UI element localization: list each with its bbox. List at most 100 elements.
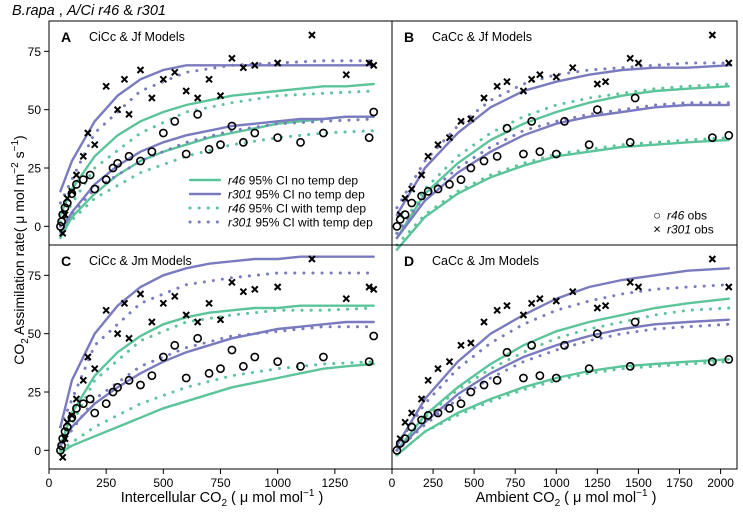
obs-point-r46 bbox=[216, 140, 225, 150]
obs-point-r46 bbox=[479, 380, 489, 390]
obs-point-r301 bbox=[205, 299, 213, 308]
figure-title: B.rapa , A/Ci r46 & r301 bbox=[12, 3, 166, 19]
panel-B: B CaCc & Jf Models bbox=[391, 20, 738, 251]
x-tick-label: 2000 bbox=[707, 476, 734, 490]
obs-point-r301 bbox=[68, 411, 76, 420]
x-tick-label: 1000 bbox=[543, 476, 570, 490]
obs-point-r46 bbox=[216, 364, 225, 374]
obs-point-r46 bbox=[158, 352, 168, 362]
obs-point-r301 bbox=[634, 283, 643, 291]
obs-point-r46 bbox=[90, 184, 100, 194]
obs-point-r46 bbox=[417, 415, 426, 425]
obs-point-r46 bbox=[318, 128, 328, 138]
panel-letter: B bbox=[404, 29, 414, 45]
obs-point-r301 bbox=[61, 434, 69, 443]
obs-point-r301 bbox=[503, 301, 511, 310]
obs-point-r46 bbox=[433, 408, 443, 418]
y-tick-label: 25 bbox=[28, 162, 42, 176]
legend-obs-label: r301 obs bbox=[667, 223, 714, 237]
obs-point-r301 bbox=[626, 54, 634, 63]
obs-point-r46 bbox=[724, 130, 734, 140]
legend-line-label: r301 95% CI with temp dep bbox=[228, 216, 373, 230]
obs-point-r301 bbox=[365, 283, 373, 291]
obs-point-r301 bbox=[396, 434, 404, 443]
obs-point-r46 bbox=[502, 123, 512, 133]
obs-point-r301 bbox=[148, 318, 156, 326]
obs-point-r301 bbox=[102, 306, 110, 315]
obs-point-r301 bbox=[536, 70, 544, 79]
obs-point-r301 bbox=[91, 364, 99, 373]
obs-point-r301 bbox=[342, 70, 350, 79]
obs-point-r46 bbox=[124, 151, 134, 161]
curve-r46-95-ci-no-temp-dep-upper bbox=[395, 85, 730, 240]
obs-point-r46 bbox=[707, 133, 717, 143]
obs-point-r301 bbox=[148, 94, 156, 102]
curve-r46-95-ci-no-temp-dep-lower bbox=[395, 138, 730, 251]
obs-point-r301 bbox=[136, 290, 145, 298]
obs-point-r301 bbox=[708, 31, 717, 39]
curve-r301-95-ci-no-temp-dep-upper bbox=[59, 255, 375, 429]
legend-line-label: r46 95% CI with temp dep bbox=[228, 202, 366, 216]
obs-point-r46 bbox=[560, 340, 569, 350]
y-tick-label: 0 bbox=[34, 220, 41, 234]
obs-point-r301 bbox=[527, 299, 536, 308]
obs-point-r46 bbox=[423, 410, 433, 420]
obs-point-r46 bbox=[492, 151, 502, 161]
obs-point-r301 bbox=[79, 152, 88, 161]
obs-point-r301 bbox=[408, 185, 416, 193]
obs-point-r46 bbox=[407, 198, 417, 208]
obs-point-r46 bbox=[227, 345, 237, 355]
obs-point-r301 bbox=[434, 140, 442, 149]
legend-obs: ○ r46 obs × r301 obs bbox=[653, 208, 714, 237]
obs-point-r301 bbox=[417, 171, 426, 179]
x-tick-label: 1250 bbox=[584, 476, 611, 490]
curve-r301-95-ci-with-temp-dep-upper bbox=[395, 283, 731, 448]
curve-r301-95-ci-no-temp-dep-lower bbox=[395, 318, 730, 452]
x-tick-label: 250 bbox=[96, 476, 116, 490]
curve-r46-95-ci-with-temp-dep-upper bbox=[58, 89, 376, 224]
curve-r46-95-ci-no-temp-dep-upper bbox=[395, 297, 730, 452]
x-tick-label: 0 bbox=[389, 476, 396, 490]
obs-point-r301 bbox=[519, 311, 528, 319]
curve-r46-95-ci-no-temp-dep-lower bbox=[395, 358, 730, 457]
obs-point-r46 bbox=[108, 387, 118, 397]
obs-point-r46 bbox=[158, 128, 168, 138]
obs-point-r46 bbox=[181, 373, 191, 383]
obs-point-r46 bbox=[630, 317, 640, 327]
obs-point-r46 bbox=[136, 156, 145, 166]
obs-point-r301 bbox=[569, 287, 577, 296]
curve-r46-95-ci-with-temp-dep-lower bbox=[58, 129, 376, 233]
obs-point-r301 bbox=[342, 294, 350, 303]
obs-point-r46 bbox=[72, 403, 81, 413]
obs-point-r46 bbox=[369, 107, 379, 117]
obs-point-r46 bbox=[250, 352, 260, 362]
obs-point-r301 bbox=[601, 77, 610, 86]
curve-r301-95-ci-with-temp-dep-upper bbox=[58, 59, 376, 205]
obs-point-r46 bbox=[592, 329, 602, 339]
obs-point-r301 bbox=[396, 210, 404, 219]
panels: A CiCc & Jf Models 0 25 50 75 B CaCc & Jf Model… bbox=[28, 20, 738, 490]
panel-letter: D bbox=[404, 253, 414, 269]
obs-point-r301 bbox=[159, 299, 168, 308]
obs-point-r301 bbox=[493, 82, 501, 91]
obs-point-r301 bbox=[401, 194, 409, 203]
obs-point-r46 bbox=[707, 357, 717, 367]
obs-point-r301 bbox=[171, 292, 179, 301]
obs-point-r46 bbox=[227, 121, 237, 131]
obs-point-r46 bbox=[364, 357, 374, 367]
legend-obs-label: r46 obs bbox=[667, 209, 707, 223]
panel-letter: A bbox=[61, 29, 71, 45]
obs-point-r46 bbox=[519, 373, 528, 383]
x-axis-label-right: Ambient CO2 ( μ mol mol−1 ) bbox=[476, 488, 657, 509]
obs-point-r301 bbox=[369, 285, 378, 294]
obs-point-r301 bbox=[725, 283, 733, 291]
obs-point-r46 bbox=[535, 147, 545, 157]
curve-r301-95-ci-no-temp-dep-upper bbox=[59, 64, 375, 193]
obs-point-r46 bbox=[72, 179, 81, 189]
y-tick-label: 50 bbox=[28, 103, 42, 117]
obs-point-r46 bbox=[445, 403, 454, 413]
curve-r46-95-ci-no-temp-dep-upper bbox=[59, 82, 375, 216]
obs-point-r301 bbox=[239, 63, 248, 72]
obs-point-r301 bbox=[467, 115, 475, 123]
obs-point-r301 bbox=[84, 129, 92, 137]
